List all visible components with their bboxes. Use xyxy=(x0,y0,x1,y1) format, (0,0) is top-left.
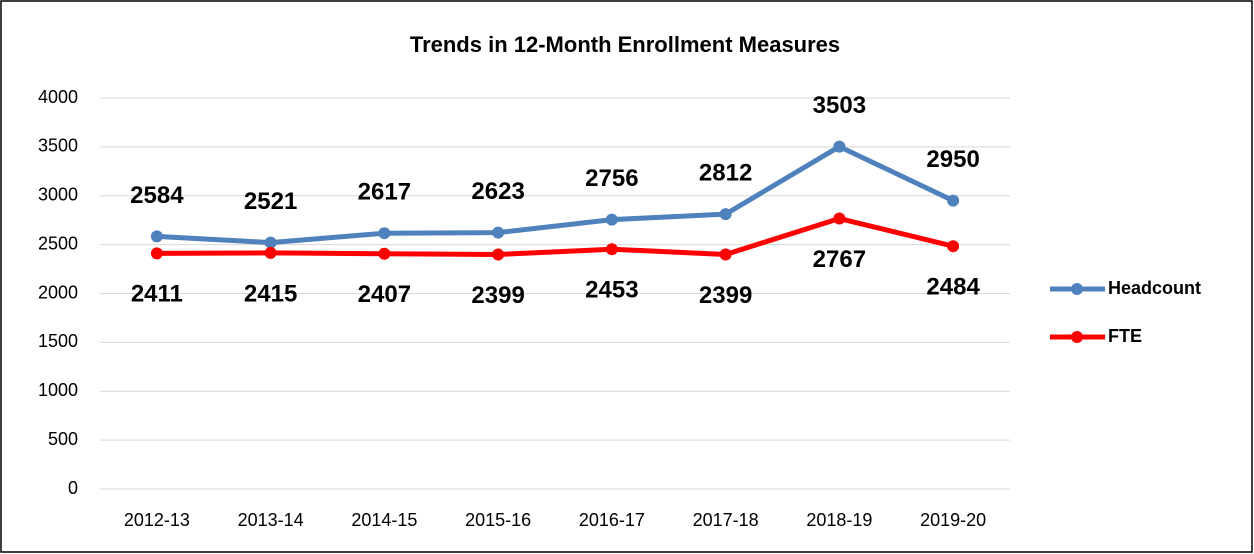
y-tick-label: 2500 xyxy=(38,233,78,253)
point xyxy=(264,246,277,259)
point xyxy=(378,227,391,240)
point xyxy=(605,213,618,226)
legend-marker xyxy=(1071,331,1083,343)
point xyxy=(833,212,846,225)
data-label: 2453 xyxy=(585,277,638,304)
point xyxy=(150,230,163,243)
point xyxy=(492,226,505,239)
data-label: 2484 xyxy=(926,274,980,301)
data-label: 2617 xyxy=(358,179,411,206)
point xyxy=(833,140,846,153)
data-label: 2950 xyxy=(926,146,979,173)
x-tick-label: 2017-18 xyxy=(693,510,759,530)
y-tick-label: 500 xyxy=(48,429,78,449)
data-label: 2399 xyxy=(471,282,524,309)
y-tick-label: 1500 xyxy=(38,331,78,351)
y-tick-label: 2000 xyxy=(38,282,78,302)
data-label: 3503 xyxy=(813,92,866,119)
data-label: 2756 xyxy=(585,165,638,192)
x-tick-label: 2013-14 xyxy=(238,510,304,530)
point xyxy=(947,194,960,207)
x-tick-label: 2012-13 xyxy=(124,510,190,530)
x-tick-label: 2019-20 xyxy=(920,510,986,530)
legend-marker xyxy=(1071,283,1083,295)
legend-label: Headcount xyxy=(1108,278,1201,298)
point xyxy=(150,247,163,260)
point xyxy=(492,248,505,261)
legend-label: FTE xyxy=(1108,326,1142,346)
point xyxy=(264,236,277,249)
x-tick-label: 2015-16 xyxy=(465,510,531,530)
y-tick-label: 3000 xyxy=(38,185,78,205)
data-label: 2411 xyxy=(131,281,183,308)
series-line xyxy=(156,144,955,246)
y-tick-label: 0 xyxy=(68,478,78,498)
data-label: 2623 xyxy=(471,178,524,205)
x-tick-label: 2016-17 xyxy=(579,510,645,530)
data-label: 2584 xyxy=(130,182,184,209)
point xyxy=(605,243,618,256)
point xyxy=(719,208,732,221)
point xyxy=(378,247,391,260)
y-tick-label: 3500 xyxy=(38,136,78,156)
point xyxy=(719,248,732,261)
x-tick-label: 2014-15 xyxy=(351,510,417,530)
y-tick-label: 4000 xyxy=(38,87,78,107)
chart-title: Trends in 12-Month Enrollment Measures xyxy=(410,32,840,57)
y-tick-label: 1000 xyxy=(38,380,78,400)
series-line xyxy=(156,216,954,257)
data-label: 2812 xyxy=(699,159,752,186)
data-label: 2407 xyxy=(358,281,411,308)
data-label: 2767 xyxy=(813,246,866,273)
data-label: 2399 xyxy=(699,282,752,309)
point xyxy=(947,240,960,253)
data-label: 2415 xyxy=(244,280,297,307)
x-tick-label: 2018-19 xyxy=(806,510,872,530)
data-label: 2521 xyxy=(244,188,297,215)
